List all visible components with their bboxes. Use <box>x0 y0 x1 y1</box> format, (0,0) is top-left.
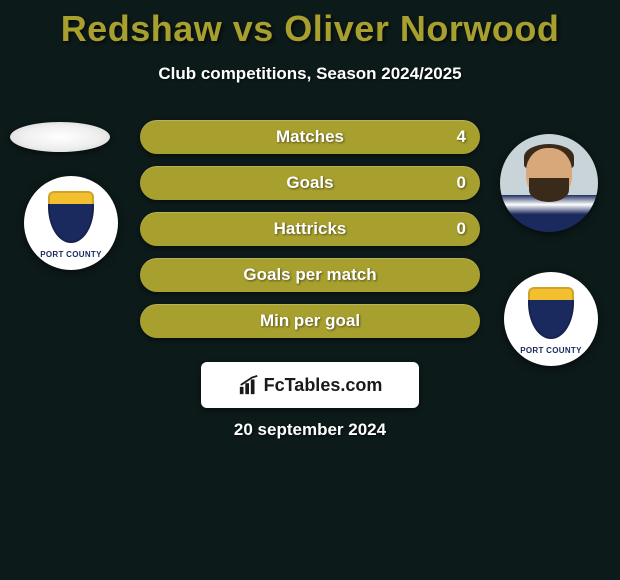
player-left-avatar-placeholder <box>10 122 110 152</box>
stat-value-right: 0 <box>457 166 466 200</box>
chart-icon <box>238 374 260 396</box>
crest-shield-icon <box>48 191 94 243</box>
player-right-photo <box>500 134 598 232</box>
stat-row: Goals per match <box>140 258 480 292</box>
date-text: 20 september 2024 <box>0 420 620 440</box>
crest-shield-icon <box>528 287 574 339</box>
stat-label: Hattricks <box>140 212 480 246</box>
stat-row: Matches 4 <box>140 120 480 154</box>
crest-ribbon-text: PORT COUNTY <box>516 346 586 355</box>
team-crest-right: PORT COUNTY <box>504 272 598 366</box>
stat-value-right: 0 <box>457 212 466 246</box>
crest-ribbon-text: PORT COUNTY <box>36 250 106 259</box>
attribution-badge: FcTables.com <box>201 362 419 408</box>
subtitle: Club competitions, Season 2024/2025 <box>0 64 620 84</box>
stat-label: Goals per match <box>140 258 480 292</box>
team-crest-left: PORT COUNTY <box>24 176 118 270</box>
stat-label: Min per goal <box>140 304 480 338</box>
stat-row: Hattricks 0 <box>140 212 480 246</box>
stat-value-right: 4 <box>457 120 466 154</box>
stat-label: Matches <box>140 120 480 154</box>
stats-container: Matches 4 Goals 0 Hattricks 0 Goals per … <box>140 120 480 350</box>
stat-label: Goals <box>140 166 480 200</box>
attribution-text: FcTables.com <box>264 375 383 396</box>
stat-row: Min per goal <box>140 304 480 338</box>
page-title: Redshaw vs Oliver Norwood <box>0 0 620 50</box>
stat-row: Goals 0 <box>140 166 480 200</box>
